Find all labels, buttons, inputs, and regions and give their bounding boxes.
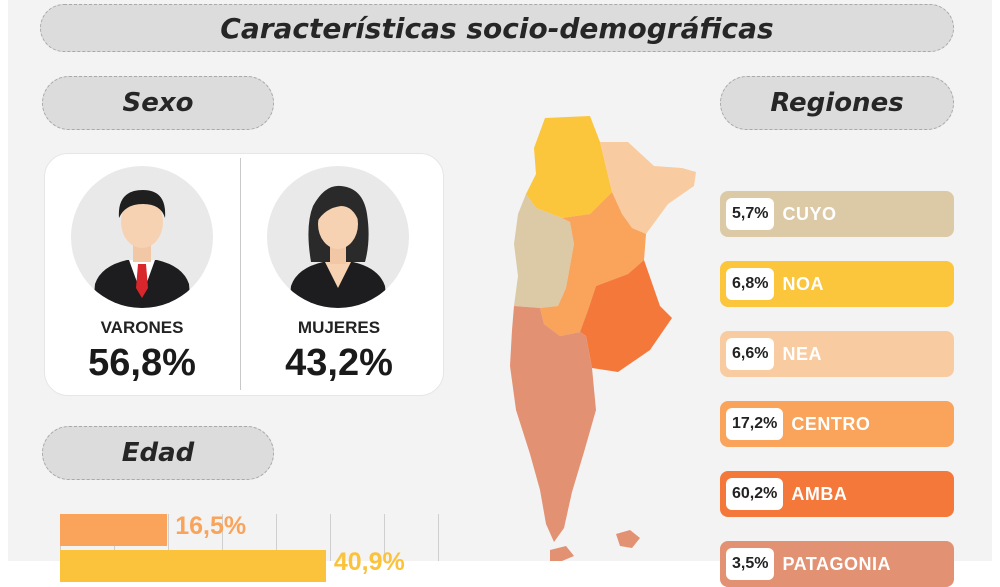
age-bar xyxy=(60,550,326,582)
age-grid-line xyxy=(384,514,385,561)
age-bar xyxy=(60,514,168,546)
map-region-cuyo xyxy=(514,194,574,308)
section-title-edad: Edad xyxy=(42,426,274,480)
region-percentage: 3,5% xyxy=(726,548,775,580)
region-name: CENTRO xyxy=(791,413,871,434)
female-percentage: 43,2% xyxy=(285,342,393,384)
region-item-centro: 17,2% CENTRO xyxy=(720,401,954,447)
age-grid-line xyxy=(222,514,223,561)
map-tierra-del-fuego xyxy=(550,546,574,561)
region-name: PATAGONIA xyxy=(782,553,891,574)
page-title: Características socio-demográficas xyxy=(40,4,954,52)
sex-divider xyxy=(240,158,241,390)
region-percentage: 6,8% xyxy=(726,268,775,300)
region-item-nea: 6,6% NEA xyxy=(720,331,954,377)
map-region-nea xyxy=(600,142,696,234)
region-percentage: 60,2% xyxy=(726,478,784,510)
male-avatar-icon xyxy=(71,166,213,308)
region-percentage: 6,6% xyxy=(726,338,775,370)
section-title-regiones: Regiones xyxy=(720,76,954,130)
age-bar-value: 40,9% xyxy=(333,548,405,576)
map-region-centro xyxy=(540,192,646,336)
region-percentage: 5,7% xyxy=(726,198,775,230)
female-label: MUJERES xyxy=(297,318,381,337)
argentina-regions-map xyxy=(510,116,696,561)
male-percentage: 56,8% xyxy=(88,342,196,384)
region-item-amba: 60,2% AMBA xyxy=(720,471,954,517)
region-item-patagonia: 3,5% PATAGONIA xyxy=(720,541,954,587)
age-bar-chart: 16,5% 40,9% xyxy=(60,512,464,582)
region-item-cuyo: 5,7% CUYO xyxy=(720,191,954,237)
age-bar-value: 16,5% xyxy=(175,512,247,540)
region-name: NEA xyxy=(782,343,822,364)
region-name: AMBA xyxy=(791,483,848,504)
region-item-noa: 6,8% NOA xyxy=(720,261,954,307)
region-name: NOA xyxy=(782,273,824,294)
region-percentage: 17,2% xyxy=(726,408,784,440)
map-island-malvinas xyxy=(616,530,640,548)
age-grid-line xyxy=(168,514,169,561)
age-grid-line xyxy=(438,514,439,561)
map-region-noa xyxy=(526,116,612,218)
region-name: CUYO xyxy=(782,203,837,224)
map-region-patagonia xyxy=(510,306,596,542)
female-avatar-icon xyxy=(267,166,409,308)
age-grid-line xyxy=(330,514,331,561)
male-label: VARONES xyxy=(100,318,184,337)
map-region-amba xyxy=(580,260,672,372)
section-title-sexo: Sexo xyxy=(42,76,274,130)
age-grid-line xyxy=(276,514,277,561)
